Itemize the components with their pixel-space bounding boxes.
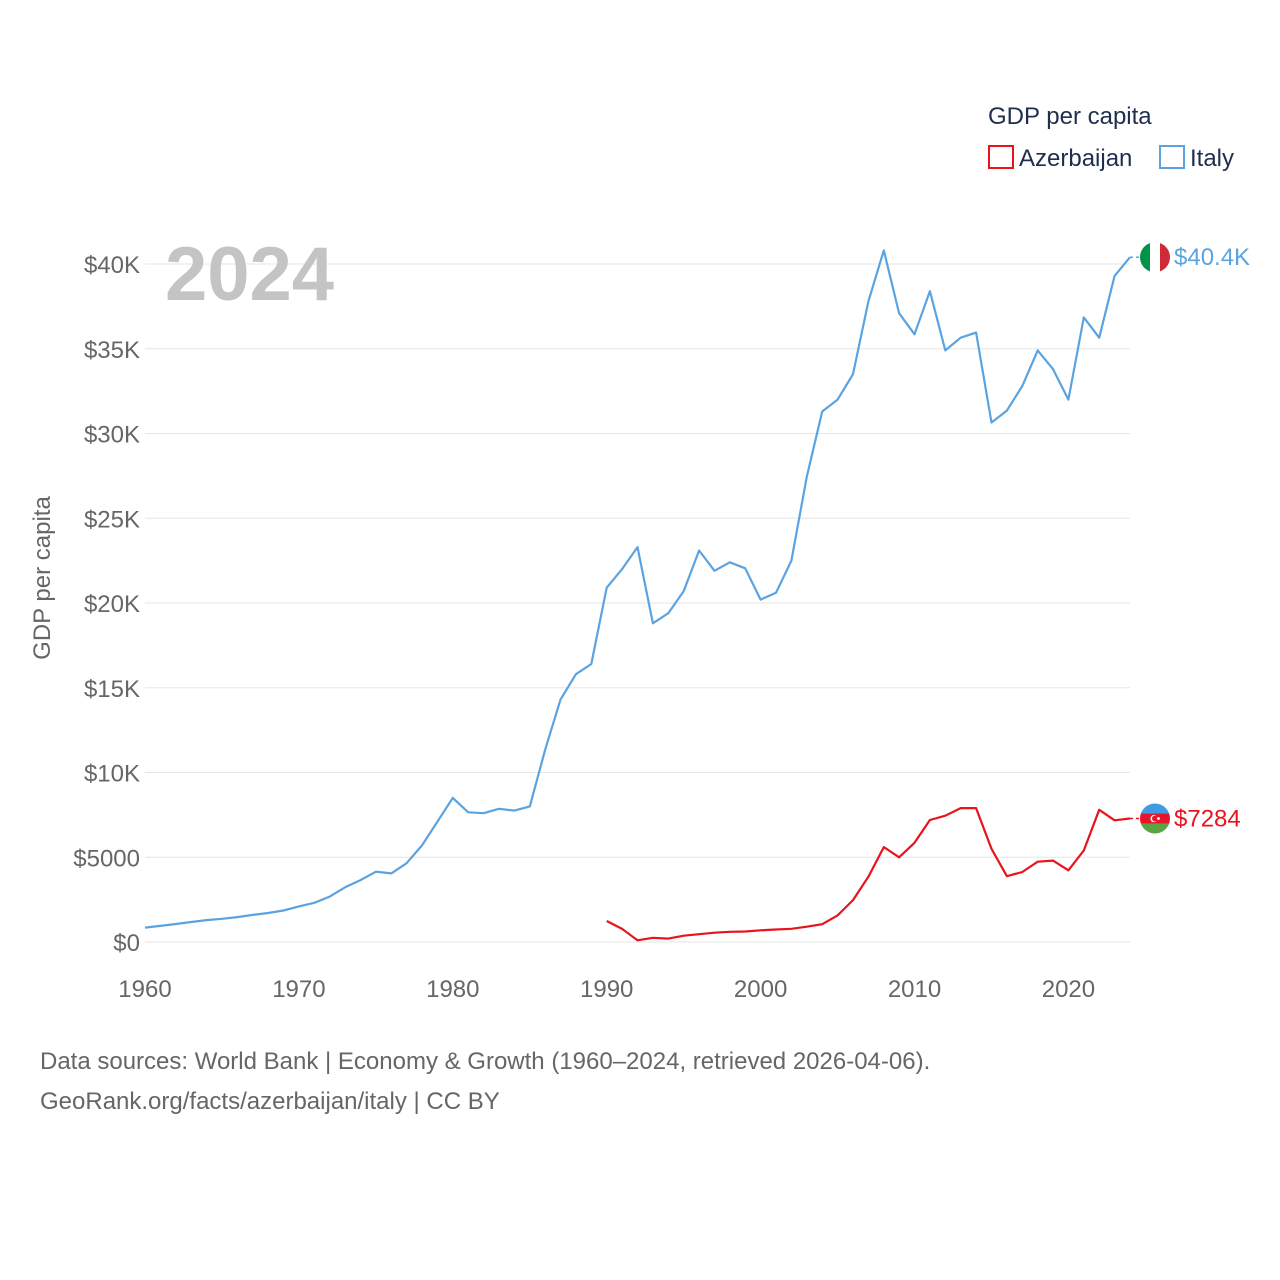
legend-swatch-italy — [1159, 145, 1185, 169]
y-tick-label: $20K — [84, 591, 140, 618]
y-tick-label: $10K — [84, 761, 140, 788]
x-tick-label: 1980 — [426, 976, 479, 1003]
legend-label-azerbaijan: Azerbaijan — [1019, 145, 1132, 172]
legend-item-italy[interactable]: Italy — [1159, 145, 1234, 172]
end-label-italy: $40.4K — [1174, 244, 1250, 271]
legend-label-italy: Italy — [1190, 145, 1234, 172]
x-tick-label: 2010 — [888, 976, 941, 1003]
x-axis-ticks: 1960 1970 1980 1990 2000 2010 2020 — [118, 976, 1095, 1003]
data-sources-text: Data sources: World Bank | Economy & Gro… — [40, 1048, 931, 1075]
gridlines — [145, 263, 1130, 943]
y-tick-label: $35K — [84, 337, 140, 364]
series-line-azerbaijan[interactable] — [606, 806, 1131, 942]
azerbaijan-flag-icon — [1140, 803, 1170, 834]
y-tick-label: $25K — [84, 506, 140, 533]
y-tick-label: $5000 — [73, 845, 140, 872]
series-end-markers: $7284 $40.4K — [1130, 242, 1250, 834]
chart-footer: Data sources: World Bank | Economy & Gro… — [40, 1042, 930, 1122]
y-axis-ticks: $0 $5000 $10K $15K $20K $25K $30K $35K $40K — [73, 252, 140, 957]
legend: GDP per capita Azerbaijan Italy — [988, 103, 1234, 172]
gdp-line-chart: $0 $5000 $10K $15K $20K $25K $30K $35K $40K 1960… — [29, 103, 1250, 1003]
x-tick-label: 1970 — [272, 976, 325, 1003]
legend-swatch-azerbaijan — [988, 145, 1014, 169]
source-link[interactable]: GeoRank.org/facts/azerbaijan/italy | CC … — [40, 1088, 500, 1115]
x-tick-label: 1960 — [118, 976, 171, 1003]
italy-flag-icon — [1140, 242, 1170, 273]
x-tick-label: 2020 — [1042, 976, 1095, 1003]
y-tick-label: $30K — [84, 422, 140, 449]
legend-title: GDP per capita — [988, 103, 1152, 130]
series-lines — [144, 249, 1131, 942]
end-label-azerbaijan: $7284 — [1174, 806, 1241, 833]
legend-item-azerbaijan[interactable]: Azerbaijan — [988, 145, 1132, 172]
y-tick-label: $15K — [84, 676, 140, 703]
x-tick-label: 1990 — [580, 976, 633, 1003]
y-axis-label: GDP per capita — [29, 496, 56, 660]
y-tick-label: $0 — [113, 930, 140, 957]
x-tick-label: 2000 — [734, 976, 787, 1003]
year-watermark: 2024 — [165, 232, 334, 317]
series-line-italy[interactable] — [144, 249, 1131, 929]
y-tick-label: $40K — [84, 252, 140, 279]
